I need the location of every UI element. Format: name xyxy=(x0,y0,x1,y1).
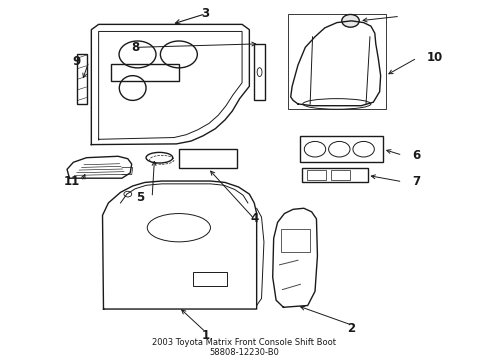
Text: 4: 4 xyxy=(249,212,258,225)
Text: 5: 5 xyxy=(136,191,144,204)
Text: 9: 9 xyxy=(73,55,81,68)
Text: 11: 11 xyxy=(63,175,80,188)
Circle shape xyxy=(341,14,359,27)
Text: 3: 3 xyxy=(201,7,209,20)
Text: 1: 1 xyxy=(201,329,209,342)
Text: 2: 2 xyxy=(346,322,355,335)
Text: 8: 8 xyxy=(131,41,139,54)
Text: 6: 6 xyxy=(411,149,420,162)
Text: 2003 Toyota Matrix Front Console Shift Boot
58808-12230-B0: 2003 Toyota Matrix Front Console Shift B… xyxy=(152,338,336,357)
Text: 10: 10 xyxy=(426,51,442,64)
Text: 7: 7 xyxy=(411,175,420,188)
